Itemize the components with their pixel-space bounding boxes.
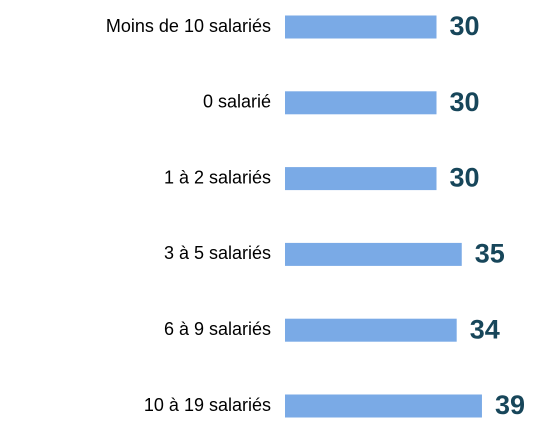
category-label: 6 à 9 salariés [164,319,271,339]
category-label: Moins de 10 salariés [106,16,271,36]
bar [285,242,462,266]
value-label: 34 [470,314,500,344]
value-label: 30 [450,87,480,117]
bar [285,15,437,39]
bar [285,91,437,115]
bar [285,167,437,191]
value-label: 30 [450,11,480,41]
value-label: 39 [495,390,525,420]
category-label: 0 salarié [203,92,271,112]
category-label: 3 à 5 salariés [164,243,271,263]
category-label: 1 à 2 salariés [164,167,271,187]
bar [285,394,482,418]
value-label: 30 [450,163,480,193]
value-label: 35 [475,239,505,269]
category-label: 10 à 19 salariés [144,395,271,415]
bar [285,318,457,342]
